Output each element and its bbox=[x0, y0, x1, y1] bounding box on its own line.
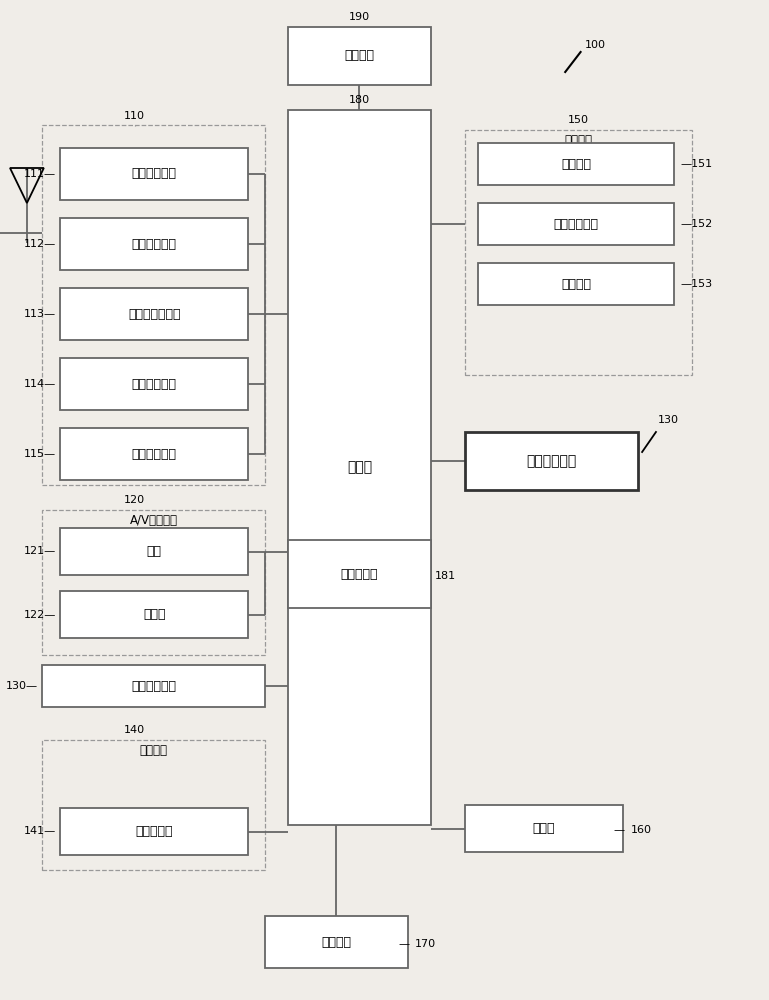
Bar bbox=[60, 288, 248, 340]
Bar bbox=[42, 125, 265, 485]
Bar bbox=[478, 203, 674, 245]
Text: 111—: 111— bbox=[24, 169, 56, 179]
Text: 181: 181 bbox=[434, 571, 455, 581]
Bar bbox=[478, 143, 674, 185]
Text: A/V输入单元: A/V输入单元 bbox=[130, 514, 178, 526]
Text: 广播接收模块: 广播接收模块 bbox=[131, 167, 177, 180]
Bar bbox=[60, 358, 248, 410]
Bar bbox=[60, 808, 248, 855]
Text: 存储器: 存储器 bbox=[533, 822, 555, 835]
Bar bbox=[288, 110, 431, 825]
Bar bbox=[42, 665, 265, 707]
Text: 190: 190 bbox=[348, 12, 370, 22]
Bar bbox=[288, 540, 431, 608]
Text: 多媒体模块: 多媒体模块 bbox=[341, 567, 378, 580]
Bar bbox=[60, 148, 248, 200]
Text: 用户输入单元: 用户输入单元 bbox=[131, 680, 176, 692]
Text: 112—: 112— bbox=[24, 239, 56, 249]
Text: 113—: 113— bbox=[24, 309, 56, 319]
Text: —152: —152 bbox=[681, 219, 713, 229]
Text: 121—: 121— bbox=[24, 546, 56, 556]
Text: 130: 130 bbox=[658, 415, 679, 425]
Text: 控制器: 控制器 bbox=[347, 460, 372, 475]
Text: —: — bbox=[614, 825, 624, 835]
Text: 相机: 相机 bbox=[147, 545, 161, 558]
Bar bbox=[465, 432, 638, 490]
Bar bbox=[60, 591, 248, 638]
Text: 输出单元: 输出单元 bbox=[564, 133, 593, 146]
Text: 150: 150 bbox=[568, 115, 589, 125]
Text: 160: 160 bbox=[631, 825, 651, 835]
Bar bbox=[60, 528, 248, 575]
Text: —153: —153 bbox=[681, 279, 713, 289]
Text: 130—: 130— bbox=[6, 681, 38, 691]
Text: 电源单元: 电源单元 bbox=[345, 49, 375, 62]
Text: 音频输出模块: 音频输出模块 bbox=[554, 218, 599, 231]
Text: 接近传感器: 接近传感器 bbox=[135, 825, 173, 838]
Bar bbox=[265, 916, 408, 968]
Text: 122—: 122— bbox=[24, 609, 56, 619]
Text: 无线通信单元: 无线通信单元 bbox=[133, 148, 175, 161]
Text: 移动通信模块: 移动通信模块 bbox=[131, 237, 177, 250]
Text: 短程通信模块: 短程通信模块 bbox=[131, 377, 177, 390]
Text: 警报单元: 警报单元 bbox=[561, 277, 591, 290]
Text: 115—: 115— bbox=[24, 449, 56, 459]
Text: 显示单元: 显示单元 bbox=[561, 157, 591, 170]
Text: 180: 180 bbox=[348, 95, 370, 105]
Text: 120: 120 bbox=[124, 495, 145, 505]
Text: 141—: 141— bbox=[24, 826, 56, 836]
Text: 140: 140 bbox=[124, 725, 145, 735]
Bar bbox=[478, 263, 674, 305]
Bar bbox=[60, 428, 248, 480]
Text: —151: —151 bbox=[681, 159, 713, 169]
Text: 感测单元: 感测单元 bbox=[140, 744, 168, 756]
Text: 100: 100 bbox=[584, 40, 605, 50]
Text: 170: 170 bbox=[415, 939, 436, 949]
Text: 用户输入模块: 用户输入模块 bbox=[527, 454, 577, 468]
Text: 无线互联网模块: 无线互联网模块 bbox=[128, 308, 181, 320]
Bar bbox=[42, 510, 265, 655]
Bar bbox=[288, 27, 431, 85]
Text: 麦克风: 麦克风 bbox=[143, 608, 165, 621]
Bar bbox=[60, 218, 248, 270]
Bar bbox=[465, 130, 692, 375]
Text: 接口单元: 接口单元 bbox=[321, 936, 351, 948]
Text: 114—: 114— bbox=[24, 379, 56, 389]
Bar bbox=[465, 805, 623, 852]
Text: —: — bbox=[398, 939, 409, 949]
Text: 110: 110 bbox=[124, 111, 145, 121]
Bar bbox=[42, 740, 265, 870]
Text: 位置信息模块: 位置信息模块 bbox=[131, 448, 177, 460]
